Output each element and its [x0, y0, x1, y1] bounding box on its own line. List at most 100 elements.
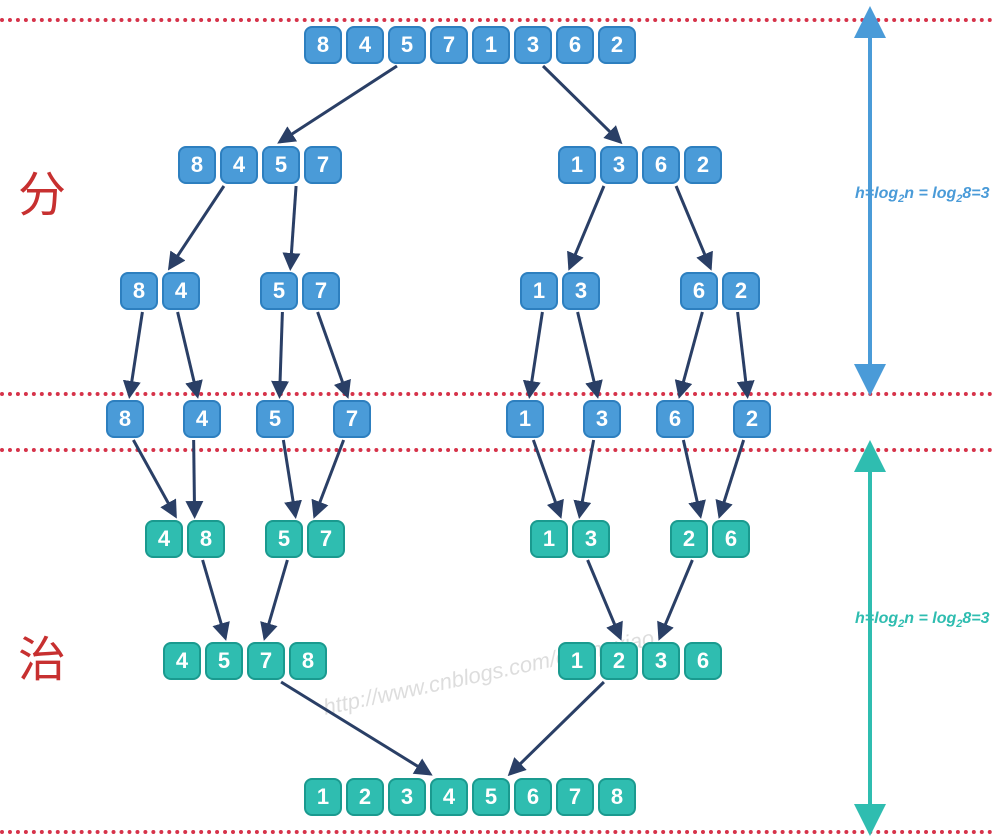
array-cell: 4 [145, 520, 183, 558]
formula-conquer: h=log2n = log28=3 [855, 610, 990, 630]
array-cell: 8 [289, 642, 327, 680]
array-cell: 6 [680, 272, 718, 310]
array-cell: 2 [598, 26, 636, 64]
array-cell: 5 [256, 400, 294, 438]
edge-arrow [588, 560, 621, 638]
array-cell: 4 [430, 778, 468, 816]
edge-arrow [660, 560, 693, 638]
array-node-c1R: 1236 [558, 642, 722, 680]
array-cell: 8 [598, 778, 636, 816]
edge-arrow [170, 186, 224, 268]
array-cell: 4 [163, 642, 201, 680]
array-node-d3c: 5 [256, 400, 294, 438]
edge-arrow [318, 312, 348, 396]
array-cell: 5 [205, 642, 243, 680]
array-cell: 6 [656, 400, 694, 438]
array-cell: 2 [346, 778, 384, 816]
array-cell: 5 [472, 778, 510, 816]
edge-arrow [680, 312, 703, 396]
array-node-d3h: 2 [733, 400, 771, 438]
edge-arrow [570, 186, 604, 268]
array-cell: 1 [304, 778, 342, 816]
divider-line-mid1 [0, 392, 993, 396]
array-cell: 3 [514, 26, 552, 64]
array-node-c2c: 13 [530, 520, 610, 558]
array-node-d2b: 57 [260, 272, 340, 310]
array-node-d2c: 13 [520, 272, 600, 310]
array-node-d3e: 1 [506, 400, 544, 438]
array-node-d3g: 6 [656, 400, 694, 438]
array-cell: 6 [684, 642, 722, 680]
array-cell: 7 [333, 400, 371, 438]
array-cell: 1 [506, 400, 544, 438]
formula-divide: h=log2n = log28=3 [855, 185, 990, 205]
array-cell: 1 [558, 146, 596, 184]
array-cell: 3 [388, 778, 426, 816]
array-cell: 6 [556, 26, 594, 64]
array-node-d0: 84571362 [304, 26, 636, 64]
array-cell: 4 [162, 272, 200, 310]
array-node-d2d: 62 [680, 272, 760, 310]
edge-arrow [290, 186, 296, 268]
array-node-c0: 12345678 [304, 778, 636, 816]
array-cell: 6 [514, 778, 552, 816]
edge-arrow [280, 312, 283, 396]
edge-arrow [543, 66, 620, 142]
array-node-d1R: 1362 [558, 146, 722, 184]
array-cell: 6 [712, 520, 750, 558]
array-cell: 8 [106, 400, 144, 438]
array-cell: 2 [670, 520, 708, 558]
edge-arrow [676, 186, 710, 268]
array-cell: 8 [187, 520, 225, 558]
array-node-d3f: 3 [583, 400, 621, 438]
overlay-svg [0, 0, 993, 836]
array-cell: 5 [265, 520, 303, 558]
array-node-d3a: 8 [106, 400, 144, 438]
array-cell: 5 [262, 146, 300, 184]
array-cell: 3 [642, 642, 680, 680]
array-cell: 7 [302, 272, 340, 310]
array-node-d1L: 8457 [178, 146, 342, 184]
edge-arrow [178, 312, 198, 396]
array-cell: 5 [260, 272, 298, 310]
array-cell: 8 [178, 146, 216, 184]
array-node-d2a: 84 [120, 272, 200, 310]
array-cell: 7 [430, 26, 468, 64]
array-cell: 3 [572, 520, 610, 558]
array-cell: 2 [684, 146, 722, 184]
edge-arrow [265, 560, 288, 638]
array-cell: 3 [600, 146, 638, 184]
array-node-d3d: 7 [333, 400, 371, 438]
phase-label-divide: 分 [18, 155, 66, 225]
array-cell: 1 [558, 642, 596, 680]
array-cell: 7 [304, 146, 342, 184]
divider-line-mid2 [0, 448, 993, 452]
array-cell: 6 [642, 146, 680, 184]
array-cell: 3 [583, 400, 621, 438]
edge-arrow [738, 312, 748, 396]
edge-arrow [530, 312, 543, 396]
divider-line-bottom [0, 830, 993, 834]
edge-arrow [203, 560, 226, 638]
edge-arrow [510, 682, 604, 774]
array-cell: 7 [556, 778, 594, 816]
array-node-c1L: 4578 [163, 642, 327, 680]
array-node-c2b: 57 [265, 520, 345, 558]
array-cell: 1 [520, 272, 558, 310]
edge-arrow [578, 312, 598, 396]
array-node-c2d: 26 [670, 520, 750, 558]
array-node-d3b: 4 [183, 400, 221, 438]
array-cell: 8 [120, 272, 158, 310]
divider-line-top [0, 18, 993, 22]
array-node-c2a: 48 [145, 520, 225, 558]
array-cell: 2 [733, 400, 771, 438]
diagram-canvas: 分治http://www.cnblogs.com/chengxiao845713… [0, 0, 993, 836]
phase-label-conquer: 治 [18, 620, 66, 690]
array-cell: 4 [346, 26, 384, 64]
edge-arrow [281, 682, 430, 774]
edge-arrow [130, 312, 143, 396]
array-cell: 2 [722, 272, 760, 310]
array-cell: 7 [247, 642, 285, 680]
array-cell: 4 [220, 146, 258, 184]
array-cell: 1 [530, 520, 568, 558]
